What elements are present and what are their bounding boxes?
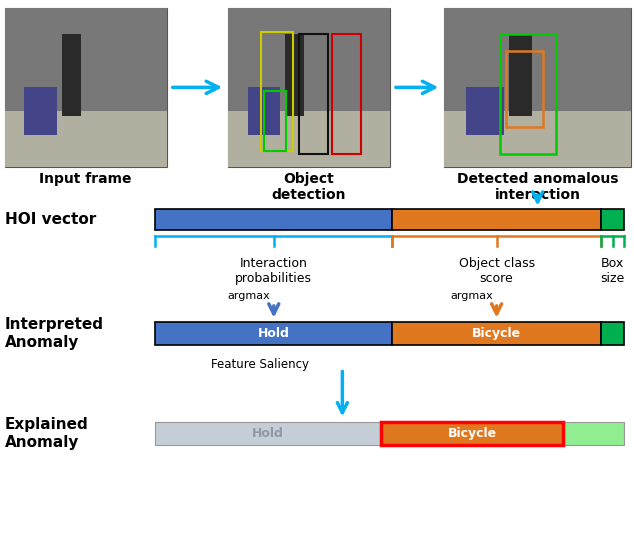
Text: Hold: Hold xyxy=(258,327,290,340)
Text: Interpreted
Anomaly: Interpreted Anomaly xyxy=(5,317,104,350)
Bar xyxy=(500,33,556,154)
Bar xyxy=(444,111,631,167)
Text: Feature Saliency: Feature Saliency xyxy=(211,358,309,371)
Bar xyxy=(392,209,601,230)
Bar xyxy=(299,33,328,154)
Bar xyxy=(505,51,543,127)
Bar xyxy=(25,87,57,135)
Text: Input frame: Input frame xyxy=(39,172,132,186)
Bar xyxy=(5,111,167,167)
Text: argmax: argmax xyxy=(228,292,271,301)
Bar xyxy=(261,32,293,151)
Bar xyxy=(228,111,390,167)
Bar xyxy=(466,87,503,135)
Text: Object
detection: Object detection xyxy=(271,172,346,202)
Text: HOI vector: HOI vector xyxy=(5,212,96,227)
Bar xyxy=(444,8,631,167)
Bar xyxy=(5,8,167,167)
Bar xyxy=(285,33,304,116)
Bar xyxy=(601,209,624,230)
Text: Explained
Anomaly: Explained Anomaly xyxy=(5,417,89,450)
Text: Bicycle: Bicycle xyxy=(448,427,496,440)
Text: Box
size: Box size xyxy=(600,257,625,284)
Bar xyxy=(564,422,624,445)
Text: Interaction
probabilities: Interaction probabilities xyxy=(235,257,313,284)
Bar xyxy=(509,33,532,116)
Bar xyxy=(248,87,280,135)
Bar xyxy=(601,322,624,345)
Bar xyxy=(228,8,390,167)
Bar xyxy=(444,8,631,111)
Text: argmax: argmax xyxy=(451,292,493,301)
Bar xyxy=(155,322,392,345)
Bar xyxy=(332,33,361,154)
Bar xyxy=(155,422,380,445)
Bar xyxy=(228,8,390,111)
Text: Hold: Hold xyxy=(252,427,284,440)
Bar xyxy=(380,422,564,445)
Bar xyxy=(264,91,287,151)
Text: Detected anomalous
interaction: Detected anomalous interaction xyxy=(457,172,618,202)
Bar xyxy=(392,322,601,345)
Text: Bicycle: Bicycle xyxy=(472,327,521,340)
Bar xyxy=(61,33,81,116)
Bar xyxy=(5,8,167,111)
Bar xyxy=(155,209,392,230)
Text: Object class
score: Object class score xyxy=(458,257,534,284)
